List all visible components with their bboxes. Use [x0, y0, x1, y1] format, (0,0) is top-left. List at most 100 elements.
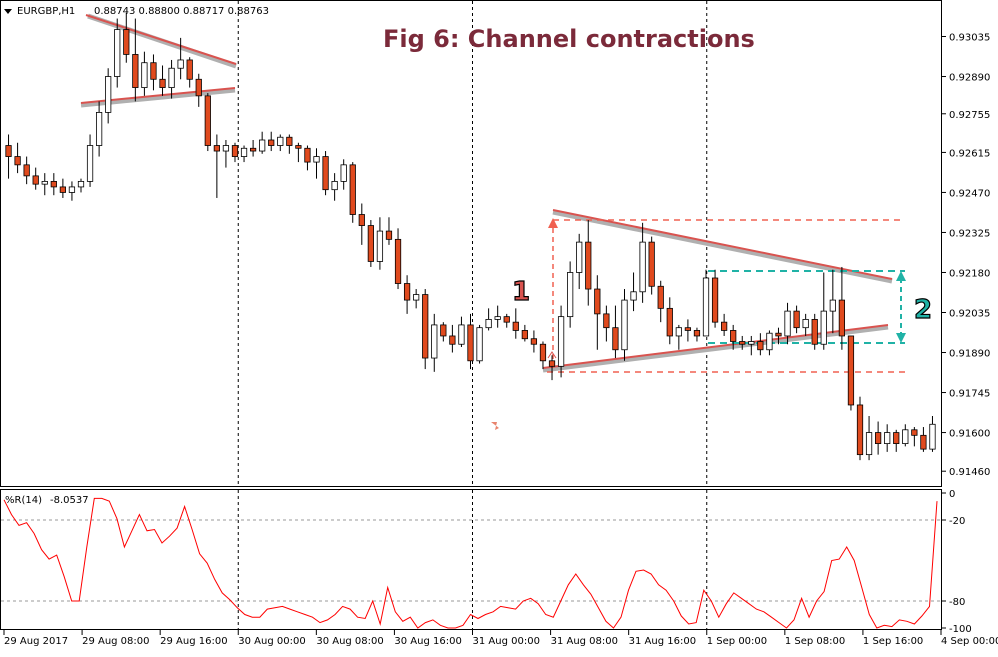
figure-title: Fig 6: Channel contractions — [383, 25, 755, 53]
time-tick-label: 29 Aug 16:00 — [160, 636, 227, 647]
time-axis: 29 Aug 2017 29 Aug 08:00 29 Aug 16:00 30 Au… — [3, 630, 998, 647]
candle-body-bear — [440, 324, 447, 337]
candle — [5, 134, 12, 179]
wpr-line — [3, 497, 938, 629]
candle — [68, 181, 76, 201]
candle — [177, 37, 184, 80]
candle-body-bear — [286, 136, 293, 146]
candle — [657, 280, 664, 323]
indicator-axis: 0 -20 -80 -100 — [1, 489, 972, 635]
candle-body-bull — [576, 241, 583, 273]
price-tick-label: 0.93035 — [949, 33, 990, 44]
candle-body-bull — [277, 136, 284, 146]
candle-body-bull — [86, 145, 94, 182]
indicator-pane-header: %R(14) -8.0537 — [5, 495, 89, 506]
candle — [431, 313, 438, 372]
candle-body-bear — [657, 285, 664, 309]
candle-body-bear — [612, 327, 619, 351]
session-separators — [237, 1, 708, 629]
candle — [530, 330, 538, 353]
candle — [440, 322, 447, 342]
wpr-tick-label: -80 — [949, 597, 965, 608]
price-tick-label: 0.91600 — [949, 429, 990, 440]
candle — [793, 305, 800, 334]
candle-body-bear — [150, 62, 157, 80]
candle — [476, 324, 483, 364]
candle — [259, 131, 266, 154]
candle — [775, 327, 782, 345]
candle — [95, 101, 103, 157]
candle — [603, 305, 610, 342]
candle — [521, 324, 528, 342]
price-tick-label: 0.92325 — [949, 228, 990, 239]
candle — [567, 261, 574, 328]
candle-body-bear — [358, 214, 365, 226]
candle — [204, 93, 211, 152]
candle-body-bear — [893, 432, 900, 444]
triangle-2-lower-line — [542, 324, 889, 369]
candle-body-bear — [684, 327, 692, 331]
candle-body-bear — [59, 186, 66, 193]
candle — [585, 220, 592, 306]
candle — [141, 51, 148, 96]
range-2-arrow-head-bottom — [896, 333, 906, 343]
candle-body-bear — [249, 147, 257, 152]
marker-2-label: 2 — [914, 295, 932, 325]
price-tick-label: 0.92890 — [949, 73, 990, 84]
candle — [548, 355, 556, 381]
candle-body-bull — [675, 327, 682, 337]
candle-body-bear — [920, 434, 927, 450]
candle-body-bull — [485, 318, 492, 329]
candle — [748, 335, 755, 356]
candle — [249, 140, 257, 157]
time-tick-label: 29 Aug 2017 — [4, 636, 68, 647]
range-1-arrow-head — [548, 218, 558, 228]
candle — [123, 13, 130, 63]
candle — [50, 173, 57, 196]
candle — [413, 289, 420, 309]
candle-body-bull — [639, 241, 646, 293]
candle — [666, 297, 673, 345]
triangle-2-upper-shadow — [552, 209, 893, 284]
candle — [403, 275, 411, 314]
candle — [621, 289, 628, 361]
candle — [829, 269, 836, 334]
wpr-series — [3, 497, 938, 629]
candle — [376, 217, 384, 270]
candle-body-bull — [331, 180, 338, 191]
triangle-2-lower-shadow — [542, 324, 889, 373]
candle-body-bear — [422, 294, 429, 359]
candle-body-bull — [240, 147, 248, 157]
price-tick-label: 0.92180 — [949, 268, 990, 279]
candle — [304, 145, 311, 171]
candle — [195, 73, 202, 107]
candle — [920, 427, 927, 452]
candle — [721, 313, 728, 336]
time-tick-label: 31 Aug 08:00 — [551, 636, 618, 647]
candle — [902, 424, 909, 447]
candle-body-bear — [186, 59, 193, 80]
ohlc-label: 0.88743 0.88800 0.88717 0.88763 — [94, 6, 269, 17]
candle-body-bull — [77, 180, 85, 188]
candle — [820, 272, 827, 350]
candle — [494, 305, 501, 328]
main-pane-header: EURGBP,H1 0.88743 0.88800 0.88717 0.8876… — [4, 6, 269, 17]
candle — [168, 59, 175, 99]
collapse-arrow-icon[interactable] — [4, 9, 12, 14]
candle-body-bear — [539, 343, 547, 362]
candle — [422, 289, 429, 370]
candle — [630, 272, 637, 312]
candle — [367, 220, 374, 267]
candle-body-bull — [802, 318, 809, 329]
candle-body-bear — [268, 139, 275, 146]
candle — [711, 269, 719, 328]
indicator-value: -8.0537 — [50, 495, 89, 506]
candle — [503, 313, 510, 328]
candle-body-bull — [413, 294, 420, 301]
candle-body-bull — [68, 186, 76, 193]
fractal-arrow-icon — [491, 422, 499, 430]
candle-body-bear — [322, 156, 329, 191]
candle-body-bear — [231, 145, 239, 157]
candle — [41, 173, 48, 196]
candle-body-bear — [385, 230, 393, 240]
